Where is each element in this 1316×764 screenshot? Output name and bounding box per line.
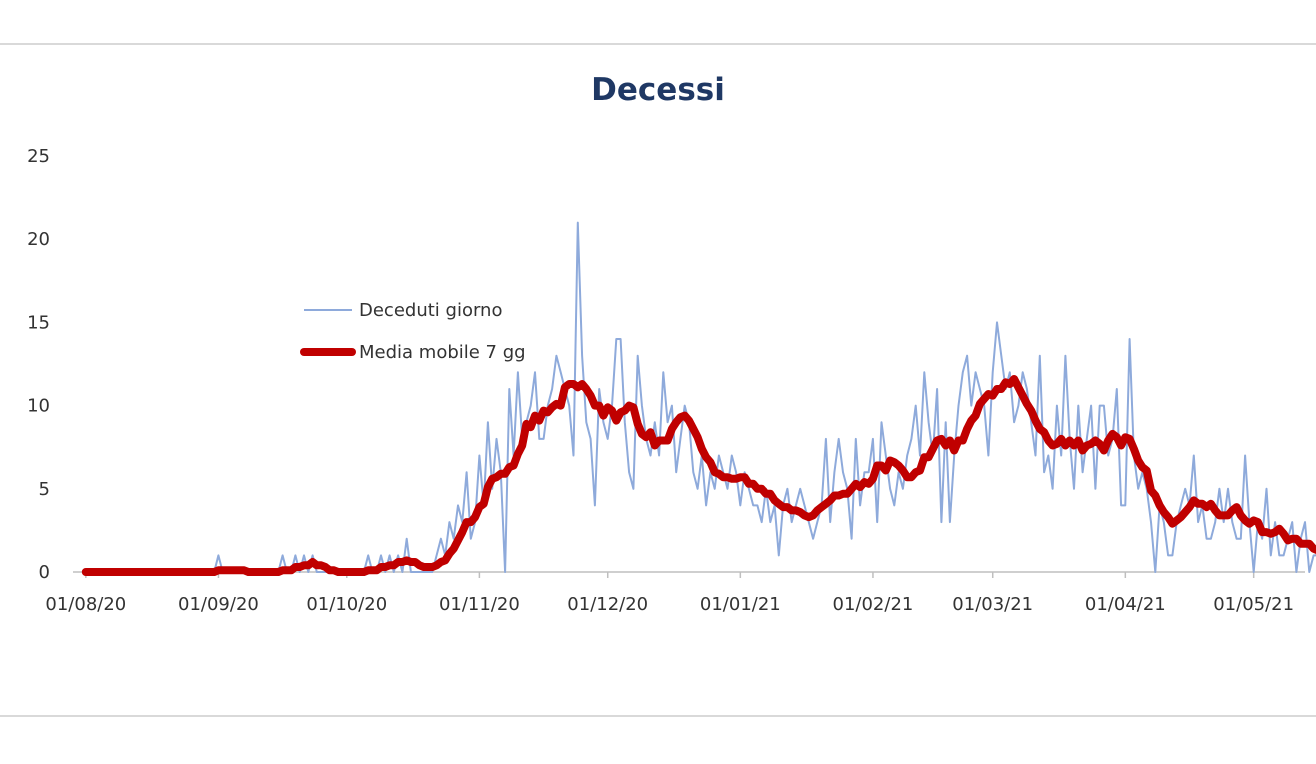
series-line-media-mobile bbox=[81, 375, 1316, 576]
chart-title: Decessi bbox=[591, 72, 725, 108]
y-tick-label: 10 bbox=[27, 396, 50, 417]
x-tick-label: 01/03/21 bbox=[952, 594, 1033, 615]
y-tick-label: 0 bbox=[39, 562, 50, 583]
series-line-deceduti-giorno bbox=[85, 221, 1316, 573]
x-tick-label: 01/09/20 bbox=[178, 594, 259, 615]
x-tick-label: 01/10/20 bbox=[306, 594, 387, 615]
x-tick-label: 01/11/20 bbox=[439, 594, 520, 615]
x-tick-label: 01/01/21 bbox=[700, 594, 781, 615]
legend-label-media-mobile: Media mobile 7 gg bbox=[359, 342, 526, 363]
y-tick-label: 20 bbox=[27, 229, 50, 250]
y-tick-label: 5 bbox=[39, 479, 50, 500]
y-tick-label: 15 bbox=[27, 312, 50, 333]
y-tick-label: 25 bbox=[27, 146, 50, 167]
legend: Deceduti giorno Media mobile 7 gg bbox=[300, 300, 526, 363]
x-axis-ticks: 01/08/20 01/09/20 01/10/20 01/11/20 01/12/20… bbox=[45, 572, 1294, 615]
x-tick-label: 01/12/20 bbox=[567, 594, 648, 615]
x-tick-label: 01/08/20 bbox=[45, 594, 126, 615]
x-tick-label: 01/04/21 bbox=[1085, 594, 1166, 615]
y-axis-tick-labels: 0 5 10 15 20 25 bbox=[27, 146, 50, 583]
x-tick-label: 01/02/21 bbox=[833, 594, 914, 615]
x-tick-label: 01/05/21 bbox=[1213, 594, 1294, 615]
legend-label-deceduti-giorno: Deceduti giorno bbox=[359, 300, 502, 321]
